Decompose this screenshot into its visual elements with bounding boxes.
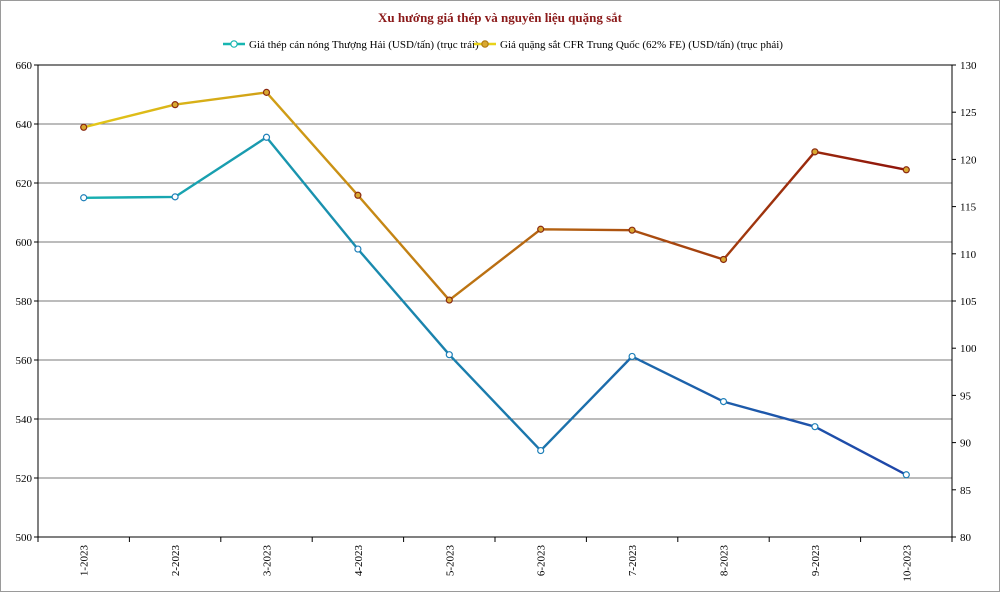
data-point-iron-ore xyxy=(628,226,636,234)
data-point-steel xyxy=(445,351,453,359)
y-right-tick-label: 105 xyxy=(960,296,977,308)
data-point-steel xyxy=(902,471,910,479)
series-line-steel xyxy=(83,136,907,476)
y-left-tick-label: 520 xyxy=(16,473,33,485)
legend-marker-iron-ore xyxy=(481,40,489,48)
data-point-iron-ore xyxy=(445,296,453,304)
data-point-steel xyxy=(171,193,179,201)
y-right-tick-label: 120 xyxy=(960,154,977,166)
data-point-steel xyxy=(354,245,362,253)
y-left-tick-label: 620 xyxy=(16,178,33,190)
chart-title: Xu hướng giá thép và nguyên liệu quặng s… xyxy=(378,10,623,25)
data-point-iron-ore xyxy=(80,123,88,131)
data-point-steel xyxy=(628,352,636,361)
y-right-tick-label: 95 xyxy=(960,390,972,402)
data-point-steel xyxy=(811,423,819,431)
legend-item-steel: Giá thép cán nóng Thượng Hải (USD/tấn) (… xyxy=(223,39,479,51)
data-point-steel xyxy=(537,446,545,455)
legend-label-steel: Giá thép cán nóng Thượng Hải (USD/tấn) (… xyxy=(249,39,479,51)
x-tick-label: 9-2023 xyxy=(810,545,822,577)
x-tick-label: 2-2023 xyxy=(170,545,182,577)
data-point-iron-ore xyxy=(811,148,819,156)
x-tick-label: 1-2023 xyxy=(79,545,91,577)
legend-marker-steel xyxy=(230,40,238,48)
y-left-tick-label: 540 xyxy=(16,414,33,426)
x-tick-label: 6-2023 xyxy=(536,545,548,577)
legend-label-iron-ore: Giá quặng sắt CFR Trung Quốc (62% FE) (U… xyxy=(500,39,783,51)
data-point-iron-ore xyxy=(719,255,728,264)
y-right-tick-label: 125 xyxy=(960,107,977,119)
y-left-tick-label: 560 xyxy=(16,355,33,367)
data-point-iron-ore xyxy=(902,166,910,174)
data-point-iron-ore xyxy=(171,101,179,109)
y-right-tick-label: 110 xyxy=(960,249,977,261)
y-left-tick-label: 600 xyxy=(16,237,33,249)
y-right-tick-label: 90 xyxy=(960,438,972,450)
y-right-tick-label: 115 xyxy=(960,202,977,214)
data-point-iron-ore xyxy=(537,225,545,233)
data-point-iron-ore xyxy=(262,88,271,96)
y-right-tick-label: 130 xyxy=(960,60,977,72)
data-point-steel xyxy=(719,397,728,406)
data-point-steel xyxy=(80,194,88,202)
legend-item-iron-ore: Giá quặng sắt CFR Trung Quốc (62% FE) (U… xyxy=(474,39,783,51)
y-right-tick-label: 80 xyxy=(960,532,972,544)
y-right-tick-label: 100 xyxy=(960,343,977,355)
x-tick-label: 5-2023 xyxy=(444,545,456,577)
plot-area: 500 520 540 560 580 600 620 640 660 80 85 90 95 100 10… xyxy=(16,60,978,582)
x-tick-label: 8-2023 xyxy=(719,545,731,577)
x-tick-label: 7-2023 xyxy=(627,545,639,577)
x-tick-label: 4-2023 xyxy=(353,545,365,577)
y-right-tick-label: 85 xyxy=(960,485,972,497)
x-tick-label: 10-2023 xyxy=(901,545,913,582)
data-point-iron-ore xyxy=(354,191,362,199)
x-tick-label: 3-2023 xyxy=(262,545,274,577)
y-left-tick-label: 640 xyxy=(16,119,33,131)
data-point-steel xyxy=(262,133,271,141)
y-left-tick-label: 660 xyxy=(16,60,33,72)
legend: Giá thép cán nóng Thượng Hải (USD/tấn) (… xyxy=(223,39,783,51)
series-line-iron-ore xyxy=(83,91,907,302)
y-left-tick-label: 500 xyxy=(16,532,33,544)
y-left-tick-label: 580 xyxy=(16,296,33,308)
